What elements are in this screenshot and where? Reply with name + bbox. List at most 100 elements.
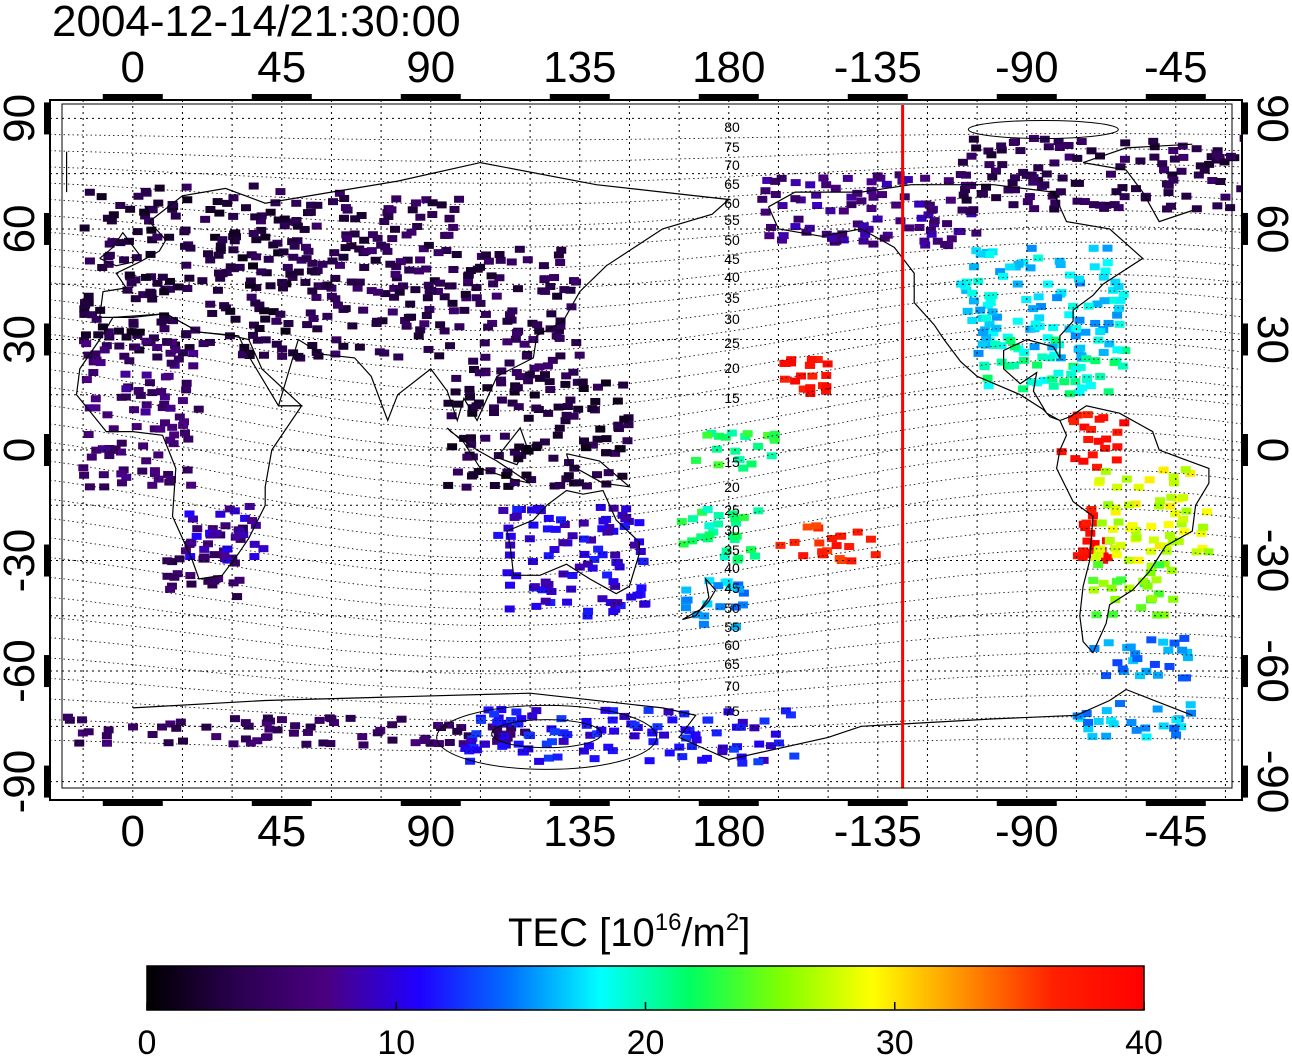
right-tick xyxy=(1242,323,1248,356)
tec-cell xyxy=(1092,300,1103,308)
top-tick xyxy=(549,94,610,100)
tec-cell xyxy=(305,723,316,731)
tec-cell xyxy=(138,442,149,450)
tec-cell xyxy=(549,728,560,736)
tec-cell xyxy=(960,186,971,194)
tec-cell xyxy=(391,274,402,282)
tec-cell xyxy=(821,383,832,391)
tec-cell xyxy=(717,744,728,752)
tec-cell xyxy=(302,321,313,329)
tec-cell xyxy=(769,436,780,444)
tec-cell xyxy=(1074,316,1085,324)
tec-cell xyxy=(424,305,435,313)
colorbar-tick-label: 10 xyxy=(377,1024,415,1057)
tec-cell xyxy=(1007,179,1018,187)
tec-cell xyxy=(538,262,549,270)
tec-cell xyxy=(517,748,528,756)
tec-cell xyxy=(1185,701,1196,709)
tec-cell xyxy=(93,331,104,339)
tec-cell xyxy=(77,729,88,737)
tec-cell xyxy=(175,718,186,726)
mlat-contour xyxy=(50,394,1242,469)
tec-cell xyxy=(448,307,459,315)
tec-cell xyxy=(1103,388,1114,396)
tec-cell xyxy=(1026,378,1037,386)
tec-cell xyxy=(1163,189,1174,197)
tec-cell xyxy=(340,204,351,212)
tec-cell xyxy=(554,334,565,342)
tec-cell xyxy=(726,429,737,437)
tec-cell xyxy=(83,728,94,736)
tec-cell xyxy=(1113,518,1124,526)
bottom-tick xyxy=(400,800,461,806)
tec-cell xyxy=(872,215,883,223)
tec-cell xyxy=(735,723,746,731)
tec-cell xyxy=(1130,185,1141,193)
tec-cell xyxy=(246,293,257,301)
tec-cell xyxy=(574,351,585,359)
tec-cell xyxy=(1168,473,1179,481)
tec-cell xyxy=(737,759,748,767)
tec-cell xyxy=(981,183,992,191)
tec-cell xyxy=(983,382,994,390)
tec-cell xyxy=(1145,569,1156,577)
top-tick xyxy=(847,94,908,100)
tec-cell xyxy=(996,358,1007,366)
tec-cell xyxy=(680,604,691,612)
tec-cell xyxy=(698,620,709,628)
tec-cell xyxy=(1178,153,1189,161)
tec-cell xyxy=(770,191,781,199)
tec-cell xyxy=(1191,145,1202,153)
tec-cell xyxy=(1054,143,1065,151)
tec-cell xyxy=(350,215,361,223)
tec-cell xyxy=(359,236,370,244)
tec-cell xyxy=(590,397,601,405)
tec-cell xyxy=(205,206,216,214)
tec-cell xyxy=(248,321,259,329)
tec-cell xyxy=(1075,363,1086,371)
tec-cell xyxy=(826,535,837,543)
mlat-contour xyxy=(50,694,1242,721)
tec-cell xyxy=(307,287,318,295)
tec-cell xyxy=(753,758,764,766)
tec-cell xyxy=(734,456,745,464)
tec-cell xyxy=(204,338,215,346)
tec-cell xyxy=(1109,201,1120,209)
tec-cell xyxy=(163,739,174,747)
tec-cell xyxy=(608,578,619,586)
map-inner-frame xyxy=(61,103,1233,789)
tec-cell xyxy=(721,547,732,555)
tec-cell xyxy=(169,573,180,581)
tec-cell xyxy=(505,717,516,725)
tec-cell xyxy=(971,229,982,237)
tec-cell xyxy=(838,236,849,244)
tec-cell xyxy=(463,271,474,279)
tec-cell xyxy=(259,307,270,315)
tec-cell xyxy=(131,423,142,431)
tec-cell xyxy=(1082,537,1093,545)
tec-cell xyxy=(256,268,267,276)
tec-cell xyxy=(191,532,202,540)
tec-cell xyxy=(1070,378,1081,386)
tec-cell xyxy=(578,385,589,393)
tec-cell xyxy=(1110,504,1121,512)
tec-cell xyxy=(539,275,550,283)
tec-cell xyxy=(565,286,576,294)
tec-cell xyxy=(531,404,542,412)
tec-cell xyxy=(960,171,971,179)
tec-cell xyxy=(458,740,469,748)
tec-cell xyxy=(1086,506,1097,514)
tec-cell xyxy=(268,241,279,249)
tec-cell xyxy=(760,187,771,195)
tec-cell xyxy=(558,539,569,547)
tec-cell xyxy=(543,552,554,560)
tec-cell xyxy=(486,272,497,280)
tec-cell xyxy=(805,361,816,369)
tec-cell xyxy=(88,369,99,377)
tec-cell xyxy=(1091,611,1102,619)
tec-cell xyxy=(814,539,825,547)
tec-cell xyxy=(273,249,284,257)
tec-cell xyxy=(292,237,303,245)
tec-cell xyxy=(159,288,170,296)
tec-cell xyxy=(1181,507,1192,515)
